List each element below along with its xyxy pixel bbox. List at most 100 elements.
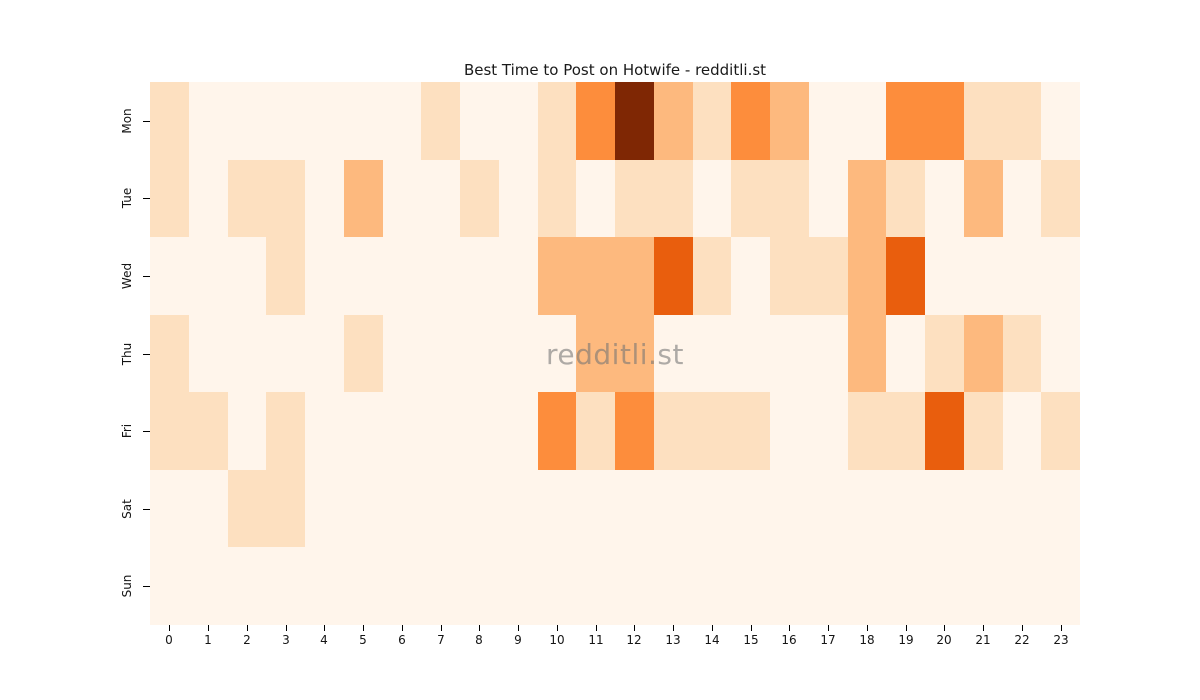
heatmap-cell [1003,470,1041,547]
heatmap-cell [1003,82,1041,160]
heatmap-cell [848,160,886,237]
heatmap-cell [383,470,421,547]
heatmap-cell [460,160,499,237]
heatmap-cell [228,237,266,315]
heatmap-cell [266,392,305,470]
x-axis-label: 11 [588,633,604,647]
heatmap-cell [654,237,693,315]
heatmap-cell [654,392,693,470]
heatmap-cell [809,237,848,315]
heatmap-cell [848,547,886,625]
heatmap-cell [886,470,925,547]
heatmap-cell [344,237,383,315]
heatmap-cell [1041,470,1080,547]
heatmap-cell [809,82,848,160]
x-axis-tick [751,625,752,631]
heatmap-cell [693,315,731,392]
y-axis-label: Sun [120,574,134,598]
heatmap-cell [189,82,228,160]
heatmap-cell [886,315,925,392]
heatmap-cell [499,315,538,392]
heatmap-cell [615,547,654,625]
x-axis-tick [906,625,907,631]
heatmap-cell [809,392,848,470]
heatmap-cell [460,315,499,392]
heatmap-cell [693,160,731,237]
x-axis-tick [944,625,945,631]
y-axis-tick [143,198,150,199]
x-axis-label: 1 [204,633,212,647]
heatmap-cell [150,392,189,470]
x-axis-label: 22 [1014,633,1030,647]
heatmap-cell [266,470,305,547]
x-axis-label: 15 [743,633,759,647]
heatmap-cell [848,315,886,392]
heatmap-cell [460,237,499,315]
heatmap-cell [654,470,693,547]
x-axis-tick [324,625,325,631]
heatmap-cell [1041,547,1080,625]
x-axis-label: 13 [665,633,681,647]
heatmap-cell [693,392,731,470]
x-axis-label: 5 [359,633,367,647]
heatmap-cell [460,470,499,547]
heatmap-cell [1003,547,1041,625]
heatmap-cell [383,237,421,315]
heatmap-cell [189,315,228,392]
x-axis-label: 9 [514,633,522,647]
heatmap-cell [421,315,460,392]
x-axis-tick [712,625,713,631]
heatmap-cell [925,160,964,237]
x-axis-tick [1022,625,1023,631]
heatmap-cell [1003,160,1041,237]
heatmap-cell [344,315,383,392]
heatmap-cell [189,237,228,315]
y-axis-tick [143,586,150,587]
heatmap-cell [228,82,266,160]
x-axis-label: 14 [704,633,720,647]
heatmap-cell [925,392,964,470]
heatmap-cell [150,470,189,547]
heatmap-cell [576,470,615,547]
heatmap-cell [266,160,305,237]
y-axis-label: Thu [120,342,134,366]
x-axis-label: 19 [898,633,914,647]
heatmap-cell [654,82,693,160]
heatmap-cell [383,315,421,392]
heatmap-cell [538,392,576,470]
x-axis-tick [169,625,170,631]
y-axis-label: Mon [120,108,134,134]
heatmap-cell [770,237,809,315]
y-axis-label: Fri [120,423,134,439]
heatmap-cell [925,237,964,315]
heatmap-cell [305,160,344,237]
heatmap-cell [693,470,731,547]
y-axis-tick [143,431,150,432]
x-axis-label: 4 [320,633,328,647]
heatmap-cell [731,160,770,237]
heatmap-cell [344,82,383,160]
heatmap-cell [886,547,925,625]
x-axis-tick [479,625,480,631]
heatmap-cell [150,547,189,625]
heatmap-cell [848,470,886,547]
x-axis-tick [208,625,209,631]
heatmap-cell [266,315,305,392]
heatmap-cell [615,470,654,547]
heatmap-cell [809,547,848,625]
heatmap-cell [615,160,654,237]
heatmap-cell [499,392,538,470]
heatmap-cell [731,547,770,625]
heatmap-cell [615,392,654,470]
heatmap-cell [770,315,809,392]
heatmap-cell [460,547,499,625]
heatmap-cell [344,160,383,237]
heatmap-cell [1041,237,1080,315]
chart-title: Best Time to Post on Hotwife - redditli.… [463,61,767,79]
heatmap-cell [150,237,189,315]
heatmap-cell [305,237,344,315]
x-axis-tick [789,625,790,631]
heatmap-cell [886,237,925,315]
heatmap-cell [964,470,1003,547]
heatmap-cell [228,315,266,392]
